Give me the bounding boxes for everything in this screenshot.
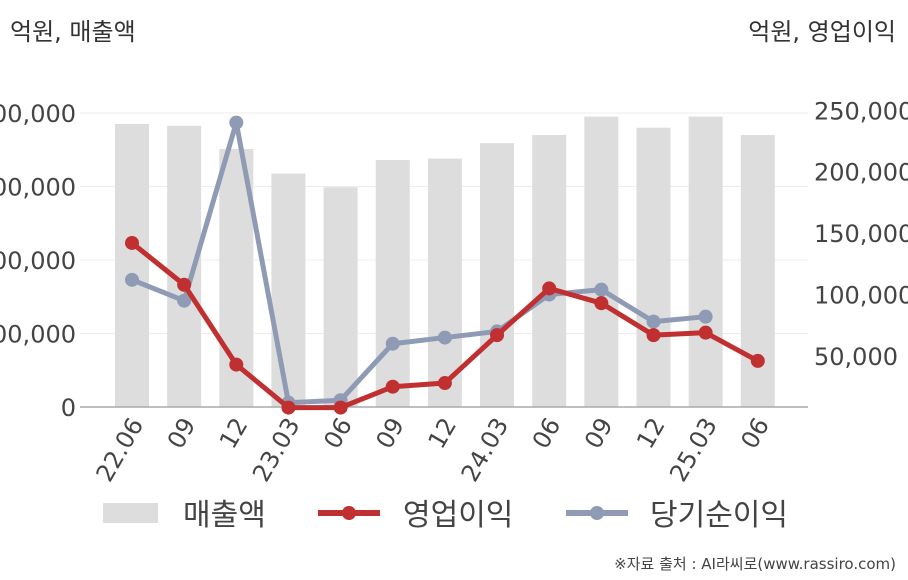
x-tick-label: 12: [214, 413, 254, 453]
revenue-bar: [375, 160, 410, 407]
x-tick-label: 06: [735, 413, 775, 453]
operating-profit-point: [542, 281, 557, 296]
legend-label-revenue: 매출액: [183, 498, 266, 533]
operating-profit-point: [490, 328, 505, 343]
x-tick-label: 23.03: [247, 413, 306, 487]
net-income-point: [125, 272, 139, 287]
left-axis-unit: 억원, 매출액: [10, 18, 136, 46]
right-tick-label: 250,000: [814, 97, 908, 125]
operating-profit-point: [229, 357, 244, 372]
x-tick-label: 06: [527, 413, 567, 453]
operating-profit-point: [594, 296, 609, 311]
revenue-bar: [115, 124, 149, 408]
legend-label-net-income: 당기순이익: [650, 498, 788, 533]
right-tick-label: 50,000: [814, 343, 898, 371]
legend-swatch-revenue: [103, 503, 158, 523]
x-tick-label: 12: [423, 413, 463, 453]
operating-profit-point: [125, 235, 139, 250]
net-income-point: [698, 309, 713, 324]
net-income-point: [646, 314, 661, 329]
operating-profit-point: [698, 325, 713, 340]
legend-label-operating-profit: 영업이익: [403, 498, 513, 533]
x-tick-label: 09: [579, 413, 619, 453]
right-tick-label: 200,000: [814, 159, 908, 187]
right-tick-label: 100,000: [814, 282, 908, 310]
operating-profit-point: [646, 328, 661, 343]
operating-profit-point: [177, 277, 192, 292]
legend-marker-operating-profit: [342, 506, 356, 520]
left-tick-label: 0: [61, 394, 76, 422]
operating-profit-point: [750, 353, 765, 368]
left-tick-label: 400,000: [0, 247, 76, 275]
net-income-line: [131, 120, 706, 406]
revenue-bar: [532, 135, 567, 408]
right-axis-unit: 억원, 영업이익: [748, 18, 896, 46]
revenue-bar: [271, 173, 306, 407]
revenue-bar: [323, 187, 358, 407]
net-income-point: [177, 293, 192, 308]
revenue-bar: [688, 116, 723, 408]
left-tick-label: 800,000: [0, 100, 76, 128]
left-axis-ticks: 0 200,000 400,000 600,000 800,000: [0, 100, 76, 422]
revenue-bar: [584, 116, 619, 408]
source-credit: ※자료 출처 : AI라씨로(www.rassiro.com): [614, 555, 896, 573]
legend-marker-net-income: [590, 506, 604, 520]
revenue-bar: [427, 158, 462, 407]
x-tick-label: 25.03: [664, 413, 723, 487]
operating-profit-point: [333, 400, 348, 415]
net-income-point: [437, 330, 452, 345]
x-tick-label: 24.03: [456, 413, 515, 487]
operating-profit-point: [437, 376, 452, 391]
left-tick-label: 200,000: [0, 321, 76, 349]
net-income-point: [385, 336, 400, 351]
right-tick-label: 150,000: [814, 220, 908, 248]
operating-profit-point: [385, 379, 400, 394]
right-axis-ticks: 50,000 100,000 150,000 200,000 250,000: [814, 97, 908, 371]
x-tick-label: 12: [631, 413, 671, 453]
operating-profit-point: [281, 400, 296, 415]
x-tick-label: 09: [162, 413, 202, 453]
legend: 매출액 영업이익 당기순이익: [103, 498, 788, 533]
left-tick-label: 600,000: [0, 174, 76, 202]
revenue-bars: [115, 116, 775, 408]
x-tick-label: 06: [318, 413, 358, 453]
profit-lines: [125, 115, 765, 415]
x-tick-label: 09: [370, 413, 410, 453]
net-income-point: [229, 115, 244, 130]
revenue-bar: [480, 143, 515, 407]
net-income-point: [594, 282, 609, 297]
x-tick-label: 22.06: [91, 413, 150, 487]
revenue-bar: [636, 127, 671, 407]
